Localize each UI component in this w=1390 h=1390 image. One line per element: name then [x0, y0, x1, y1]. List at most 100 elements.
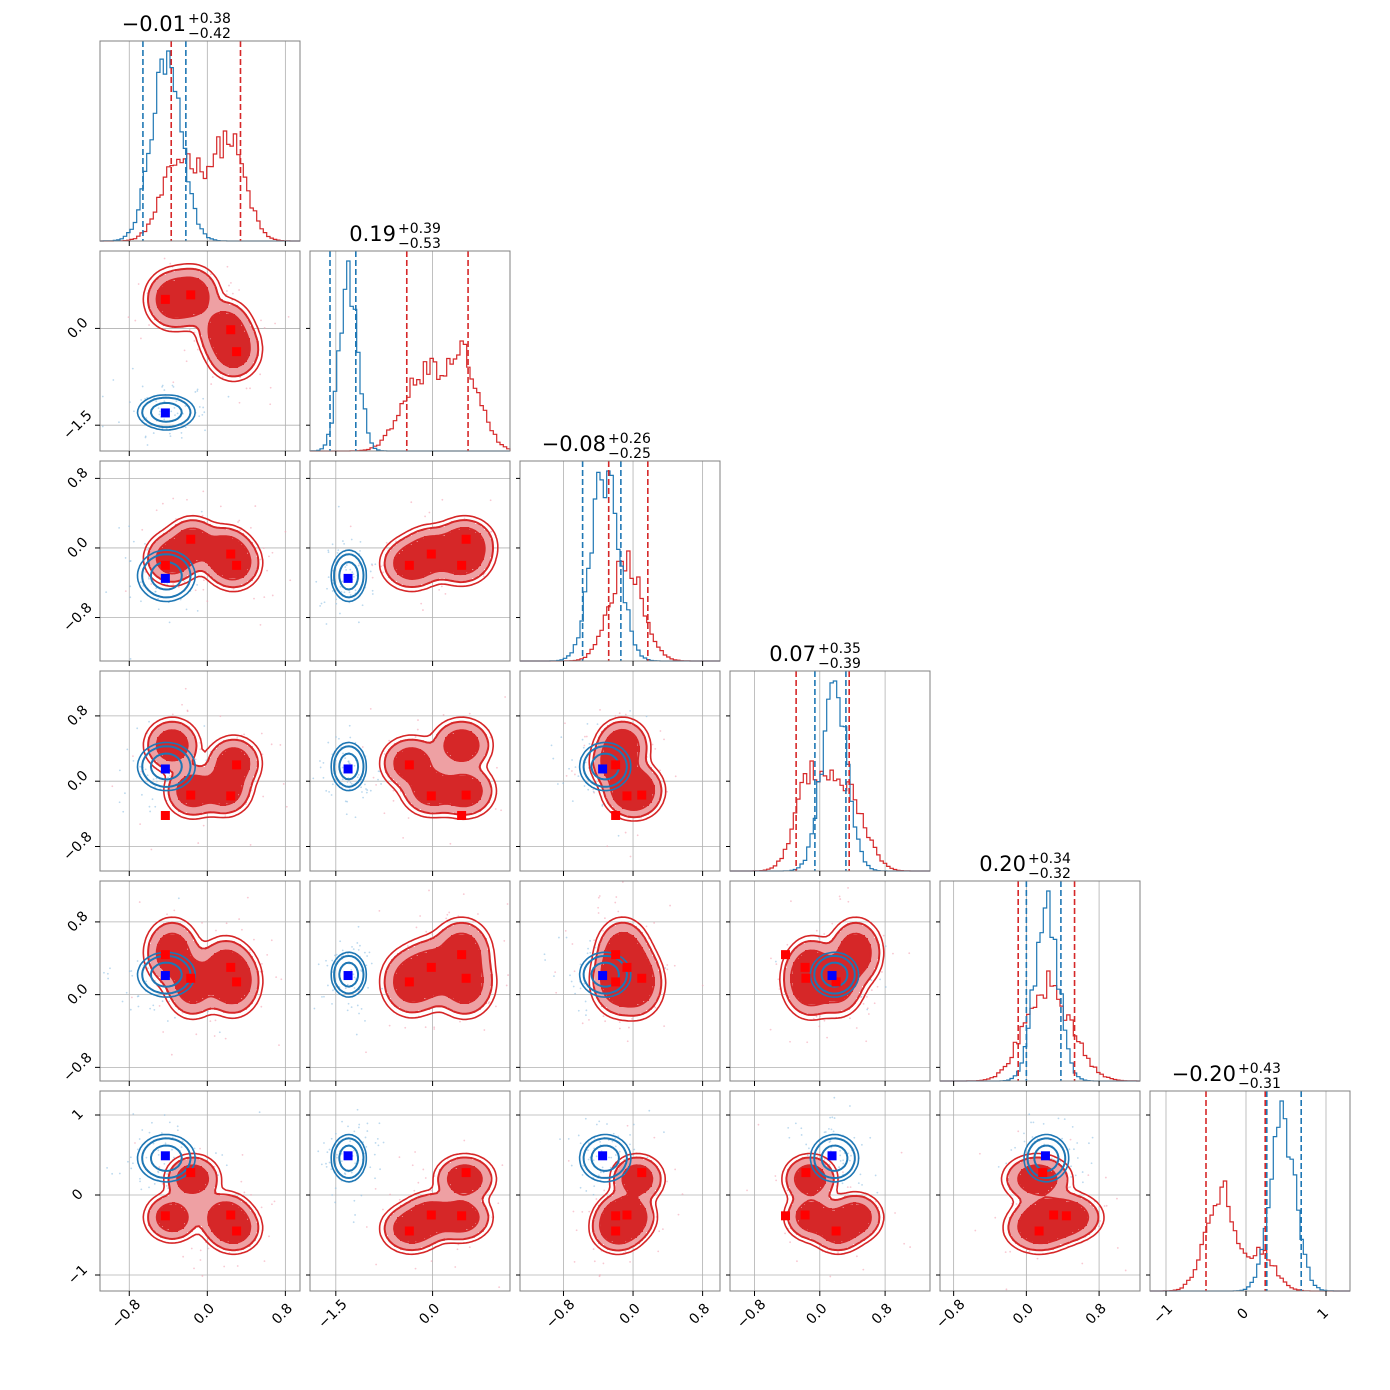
- sample-point: [583, 785, 586, 787]
- sample-point: [1074, 1174, 1077, 1177]
- sample-point: [849, 1017, 851, 1020]
- sample-point: [343, 1172, 346, 1175]
- sample-point: [172, 381, 175, 384]
- truth-marker-red: [622, 791, 632, 801]
- sample-point: [346, 952, 349, 955]
- sample-point: [139, 823, 142, 826]
- sample-point: [353, 764, 356, 767]
- sample-point: [446, 913, 449, 916]
- sample-point: [420, 602, 423, 605]
- sample-point: [411, 1164, 414, 1167]
- sample-point: [354, 589, 357, 592]
- sample-point: [280, 978, 283, 981]
- panel-1-0: 0.0 −1.5: [60, 250, 301, 456]
- truth-marker-red: [801, 973, 811, 983]
- sample-point: [148, 805, 151, 808]
- sample-point: [346, 1009, 349, 1012]
- sample-point: [355, 1033, 358, 1036]
- sample-point: [301, 589, 303, 591]
- sample-point: [624, 1251, 627, 1253]
- sample-point: [337, 505, 340, 508]
- sample-point: [224, 1037, 227, 1040]
- title-minus: −0.32: [1028, 866, 1071, 882]
- sample-point: [161, 502, 164, 505]
- sample-point: [1087, 1174, 1090, 1177]
- sample-point: [579, 963, 582, 966]
- sample-point: [193, 331, 196, 334]
- sample-point: [354, 1214, 356, 1216]
- sample-point: [271, 551, 274, 554]
- sample-point: [207, 1247, 210, 1250]
- sample-point: [428, 889, 430, 892]
- sample-point: [448, 911, 451, 914]
- sample-point: [126, 748, 129, 751]
- sample-point: [127, 1160, 129, 1163]
- sample-point: [784, 1232, 786, 1235]
- sample-point: [111, 1172, 114, 1175]
- sample-point: [839, 1154, 842, 1157]
- sample-point: [614, 901, 617, 904]
- truth-marker-blue: [160, 764, 170, 774]
- sample-point: [870, 989, 873, 992]
- sample-point: [374, 1177, 376, 1180]
- sample-point: [629, 1261, 631, 1263]
- sample-point: [585, 1014, 587, 1017]
- sample-point: [153, 1008, 156, 1011]
- sample-point: [219, 715, 222, 718]
- sample-point: [382, 1141, 385, 1144]
- sample-point: [169, 262, 172, 265]
- sample-point: [380, 783, 382, 785]
- sample-point: [334, 1187, 337, 1190]
- sample-point: [430, 1260, 433, 1263]
- panel-2-2: −0.08 +0.26−0.25: [516, 431, 721, 666]
- sample-point: [383, 812, 386, 815]
- sample-point: [206, 1010, 209, 1013]
- sample-point: [334, 1132, 337, 1135]
- sample-point: [122, 810, 125, 813]
- sample-point: [823, 933, 826, 935]
- sample-point: [339, 612, 341, 615]
- sample-point: [377, 778, 379, 781]
- sample-point: [129, 560, 132, 562]
- sample-point: [376, 1137, 379, 1140]
- sample-point: [588, 742, 591, 745]
- contours-posterior-b: [578, 741, 632, 792]
- sample-point: [859, 1173, 862, 1176]
- sample-point: [869, 1136, 872, 1139]
- sample-point: [701, 984, 704, 987]
- panel-frame: [729, 880, 931, 1082]
- sample-point: [201, 1275, 204, 1277]
- sample-point: [132, 1162, 134, 1165]
- sample-point: [351, 945, 353, 948]
- sample-point: [321, 995, 323, 998]
- sample-point: [358, 1126, 360, 1129]
- truth-marker-red: [426, 962, 436, 972]
- sample-point: [196, 583, 199, 586]
- panel-4-3: [726, 880, 931, 1086]
- sample-point: [489, 499, 492, 502]
- y-tick-label: 0.0: [64, 534, 91, 561]
- sample-point: [367, 986, 369, 989]
- sample-point: [1042, 1122, 1045, 1125]
- sample-point: [498, 1286, 501, 1289]
- sample-point: [413, 1189, 416, 1192]
- sample-point: [185, 360, 188, 363]
- sample-point: [348, 761, 350, 764]
- sample-point: [360, 969, 362, 972]
- contours-posterior-a: [378, 716, 498, 821]
- sample-point: [659, 769, 661, 772]
- sample-point: [155, 777, 158, 780]
- sample-point: [325, 623, 328, 625]
- contours-posterior-b: [136, 394, 196, 431]
- sample-point: [347, 1125, 349, 1128]
- sample-point: [354, 816, 357, 819]
- histogram-posterior-a: [940, 970, 1140, 1082]
- sample-point: [151, 1121, 153, 1124]
- sample-point: [199, 1147, 201, 1150]
- truth-marker-red: [611, 760, 621, 770]
- sample-point: [136, 727, 139, 730]
- truth-marker-red: [160, 950, 170, 960]
- panel-frame: [99, 1090, 301, 1292]
- sample-point: [404, 1026, 407, 1029]
